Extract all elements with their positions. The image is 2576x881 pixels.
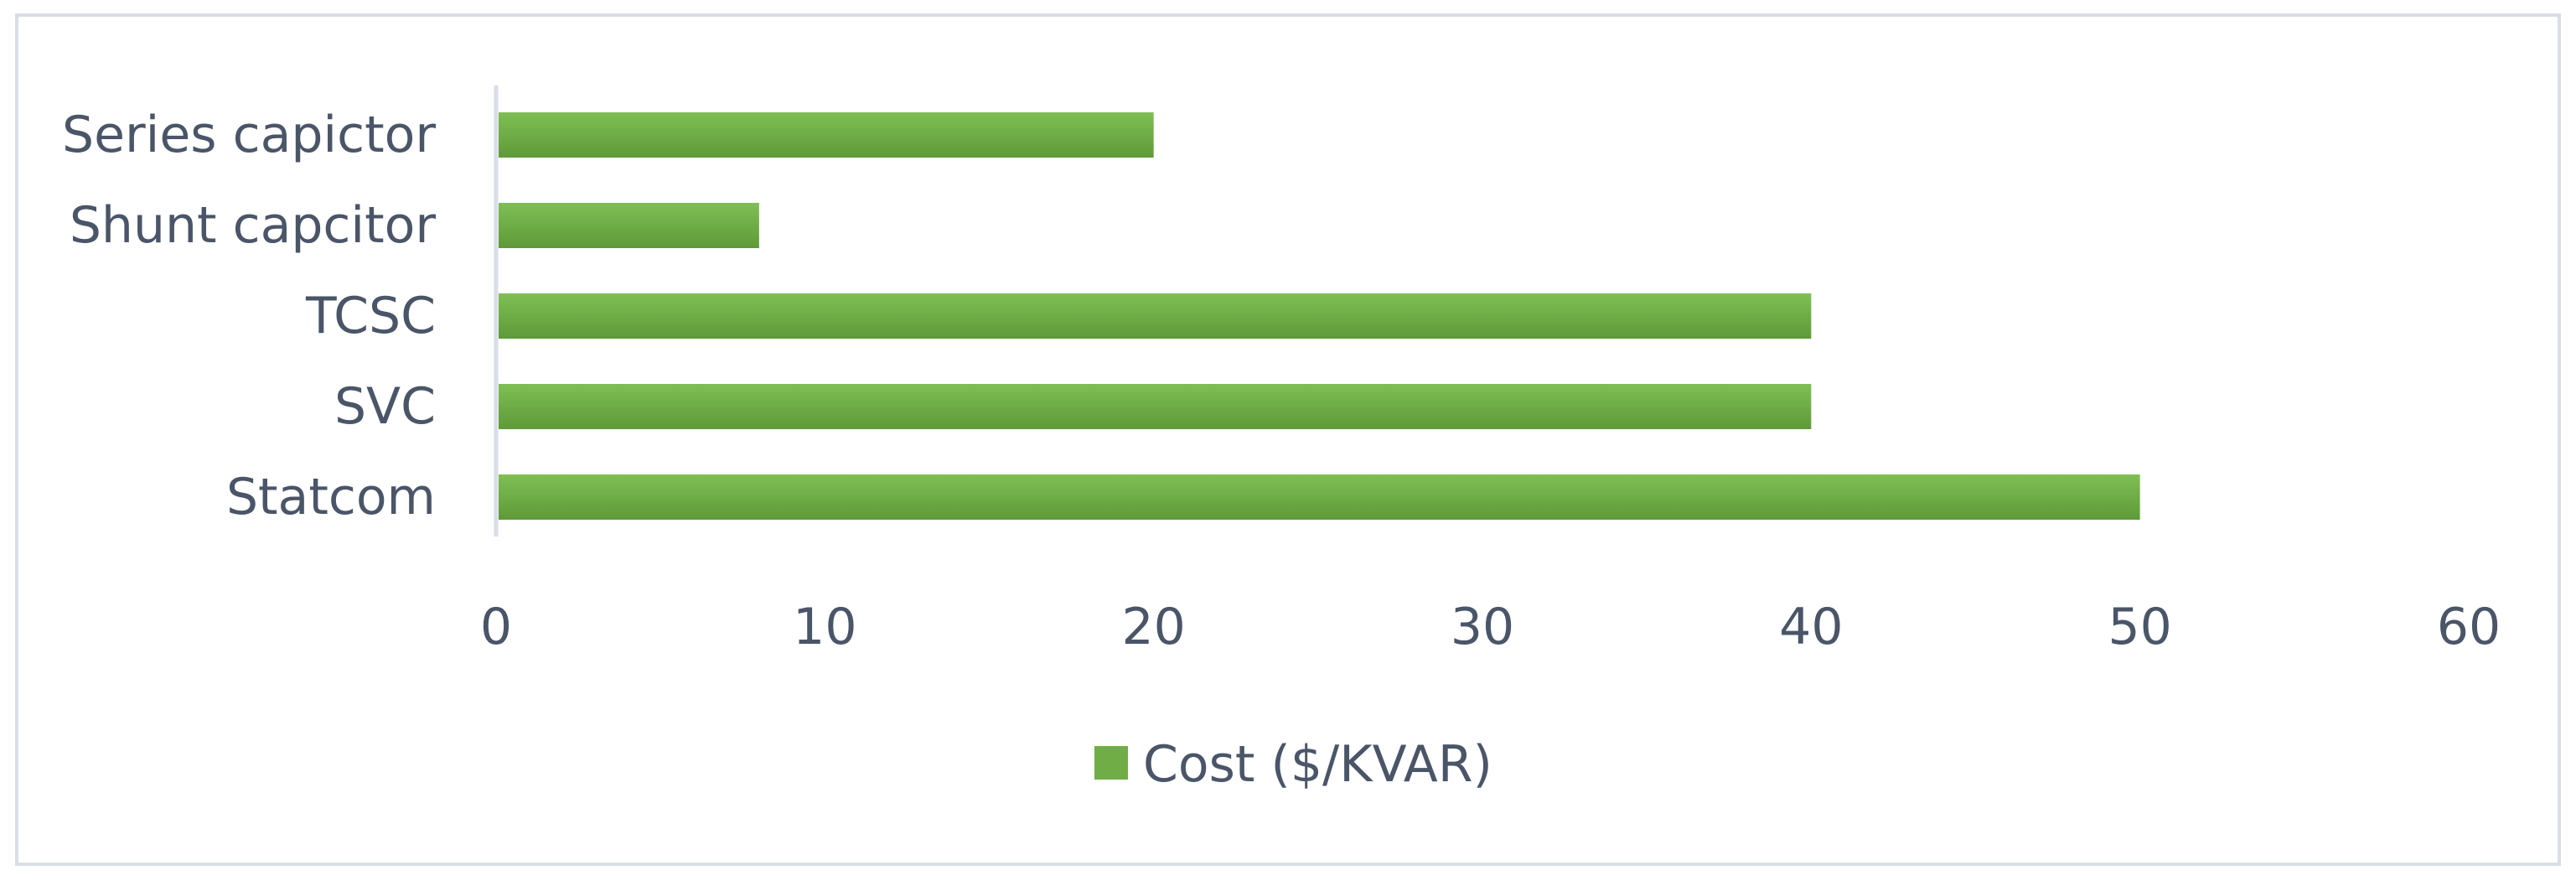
bar <box>499 474 2140 520</box>
legend-swatch <box>1094 746 1128 780</box>
x-tick-label: 30 <box>1451 598 1514 656</box>
x-tick-label: 20 <box>1121 598 1185 656</box>
category-label: Statcom <box>226 468 436 526</box>
x-tick-label: 40 <box>1779 598 1843 656</box>
x-tick-label: 60 <box>2437 598 2501 656</box>
bar <box>499 293 1812 339</box>
category-label: Shunt capcitor <box>70 196 437 255</box>
legend-label: Cost ($/KVAR) <box>1143 735 1492 794</box>
bar <box>499 112 1154 158</box>
legend: Cost ($/KVAR) <box>1094 735 1492 794</box>
chart-border <box>15 13 2561 866</box>
category-label: TCSC <box>305 287 436 345</box>
bar <box>499 203 759 248</box>
plot-area: Series capictor Shunt capcitor TCSC SVC Stat… <box>62 86 2501 656</box>
x-tick-label: 10 <box>793 598 856 656</box>
x-tick-label: 50 <box>2108 598 2171 656</box>
category-label: Series capictor <box>62 106 436 164</box>
x-tick-label: 0 <box>480 598 512 656</box>
category-label: SVC <box>334 377 436 436</box>
bar <box>499 384 1812 429</box>
